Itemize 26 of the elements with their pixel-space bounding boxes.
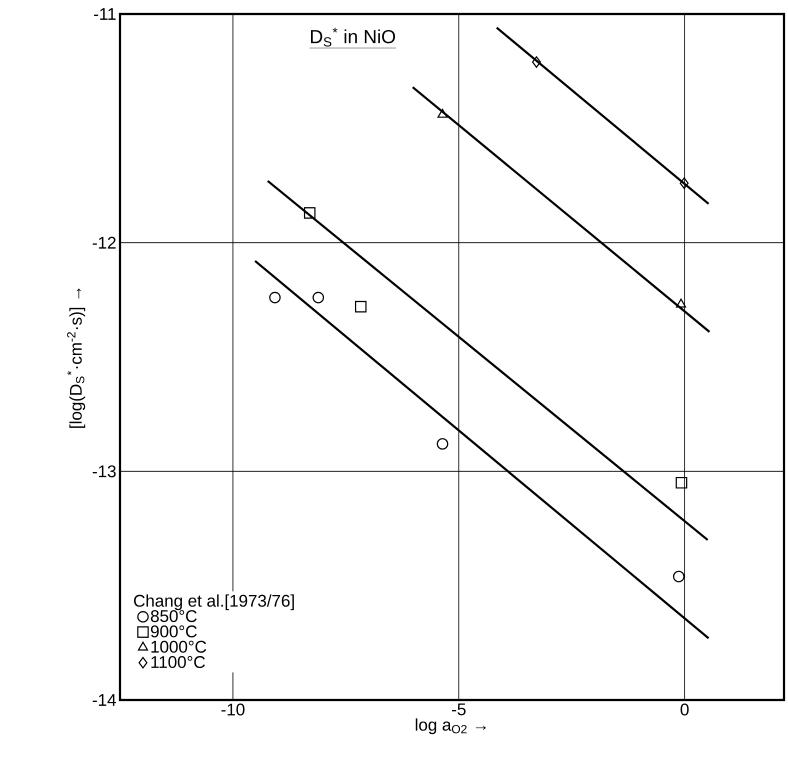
y-tick-label: -14 <box>92 694 116 706</box>
legend-label: 1100°C <box>151 656 205 668</box>
legend-label: 1000°C <box>151 640 206 653</box>
legend-title: Chang et al.[1973/76] <box>134 594 294 610</box>
point <box>354 300 367 312</box>
point <box>680 177 689 189</box>
legend-label: 850°C <box>150 610 197 622</box>
legend-label: 900°C <box>150 625 197 638</box>
point <box>312 292 324 304</box>
point <box>676 298 686 308</box>
point <box>436 438 448 450</box>
point <box>676 476 688 489</box>
y-tick-label: -13 <box>92 465 116 478</box>
point <box>672 570 685 582</box>
point <box>532 56 541 68</box>
x-tick-label: -10 <box>221 704 245 716</box>
x-axis-title: log a$_{O2}$ → <box>416 718 486 734</box>
x-tick-label: 0 <box>680 704 689 716</box>
point <box>304 207 316 219</box>
annotation: D$_{S}$$^{*}$ in NiO <box>310 28 396 47</box>
y-tick-label: -12 <box>92 236 116 249</box>
x-tick-label: -5 <box>452 704 466 716</box>
y-axis-title: [log(D$_{S}$$^{*}$·cm$^{-2}$·s)] → <box>67 288 86 428</box>
point <box>269 292 281 304</box>
point <box>437 108 448 118</box>
y-tick-label: -11 <box>94 8 116 20</box>
